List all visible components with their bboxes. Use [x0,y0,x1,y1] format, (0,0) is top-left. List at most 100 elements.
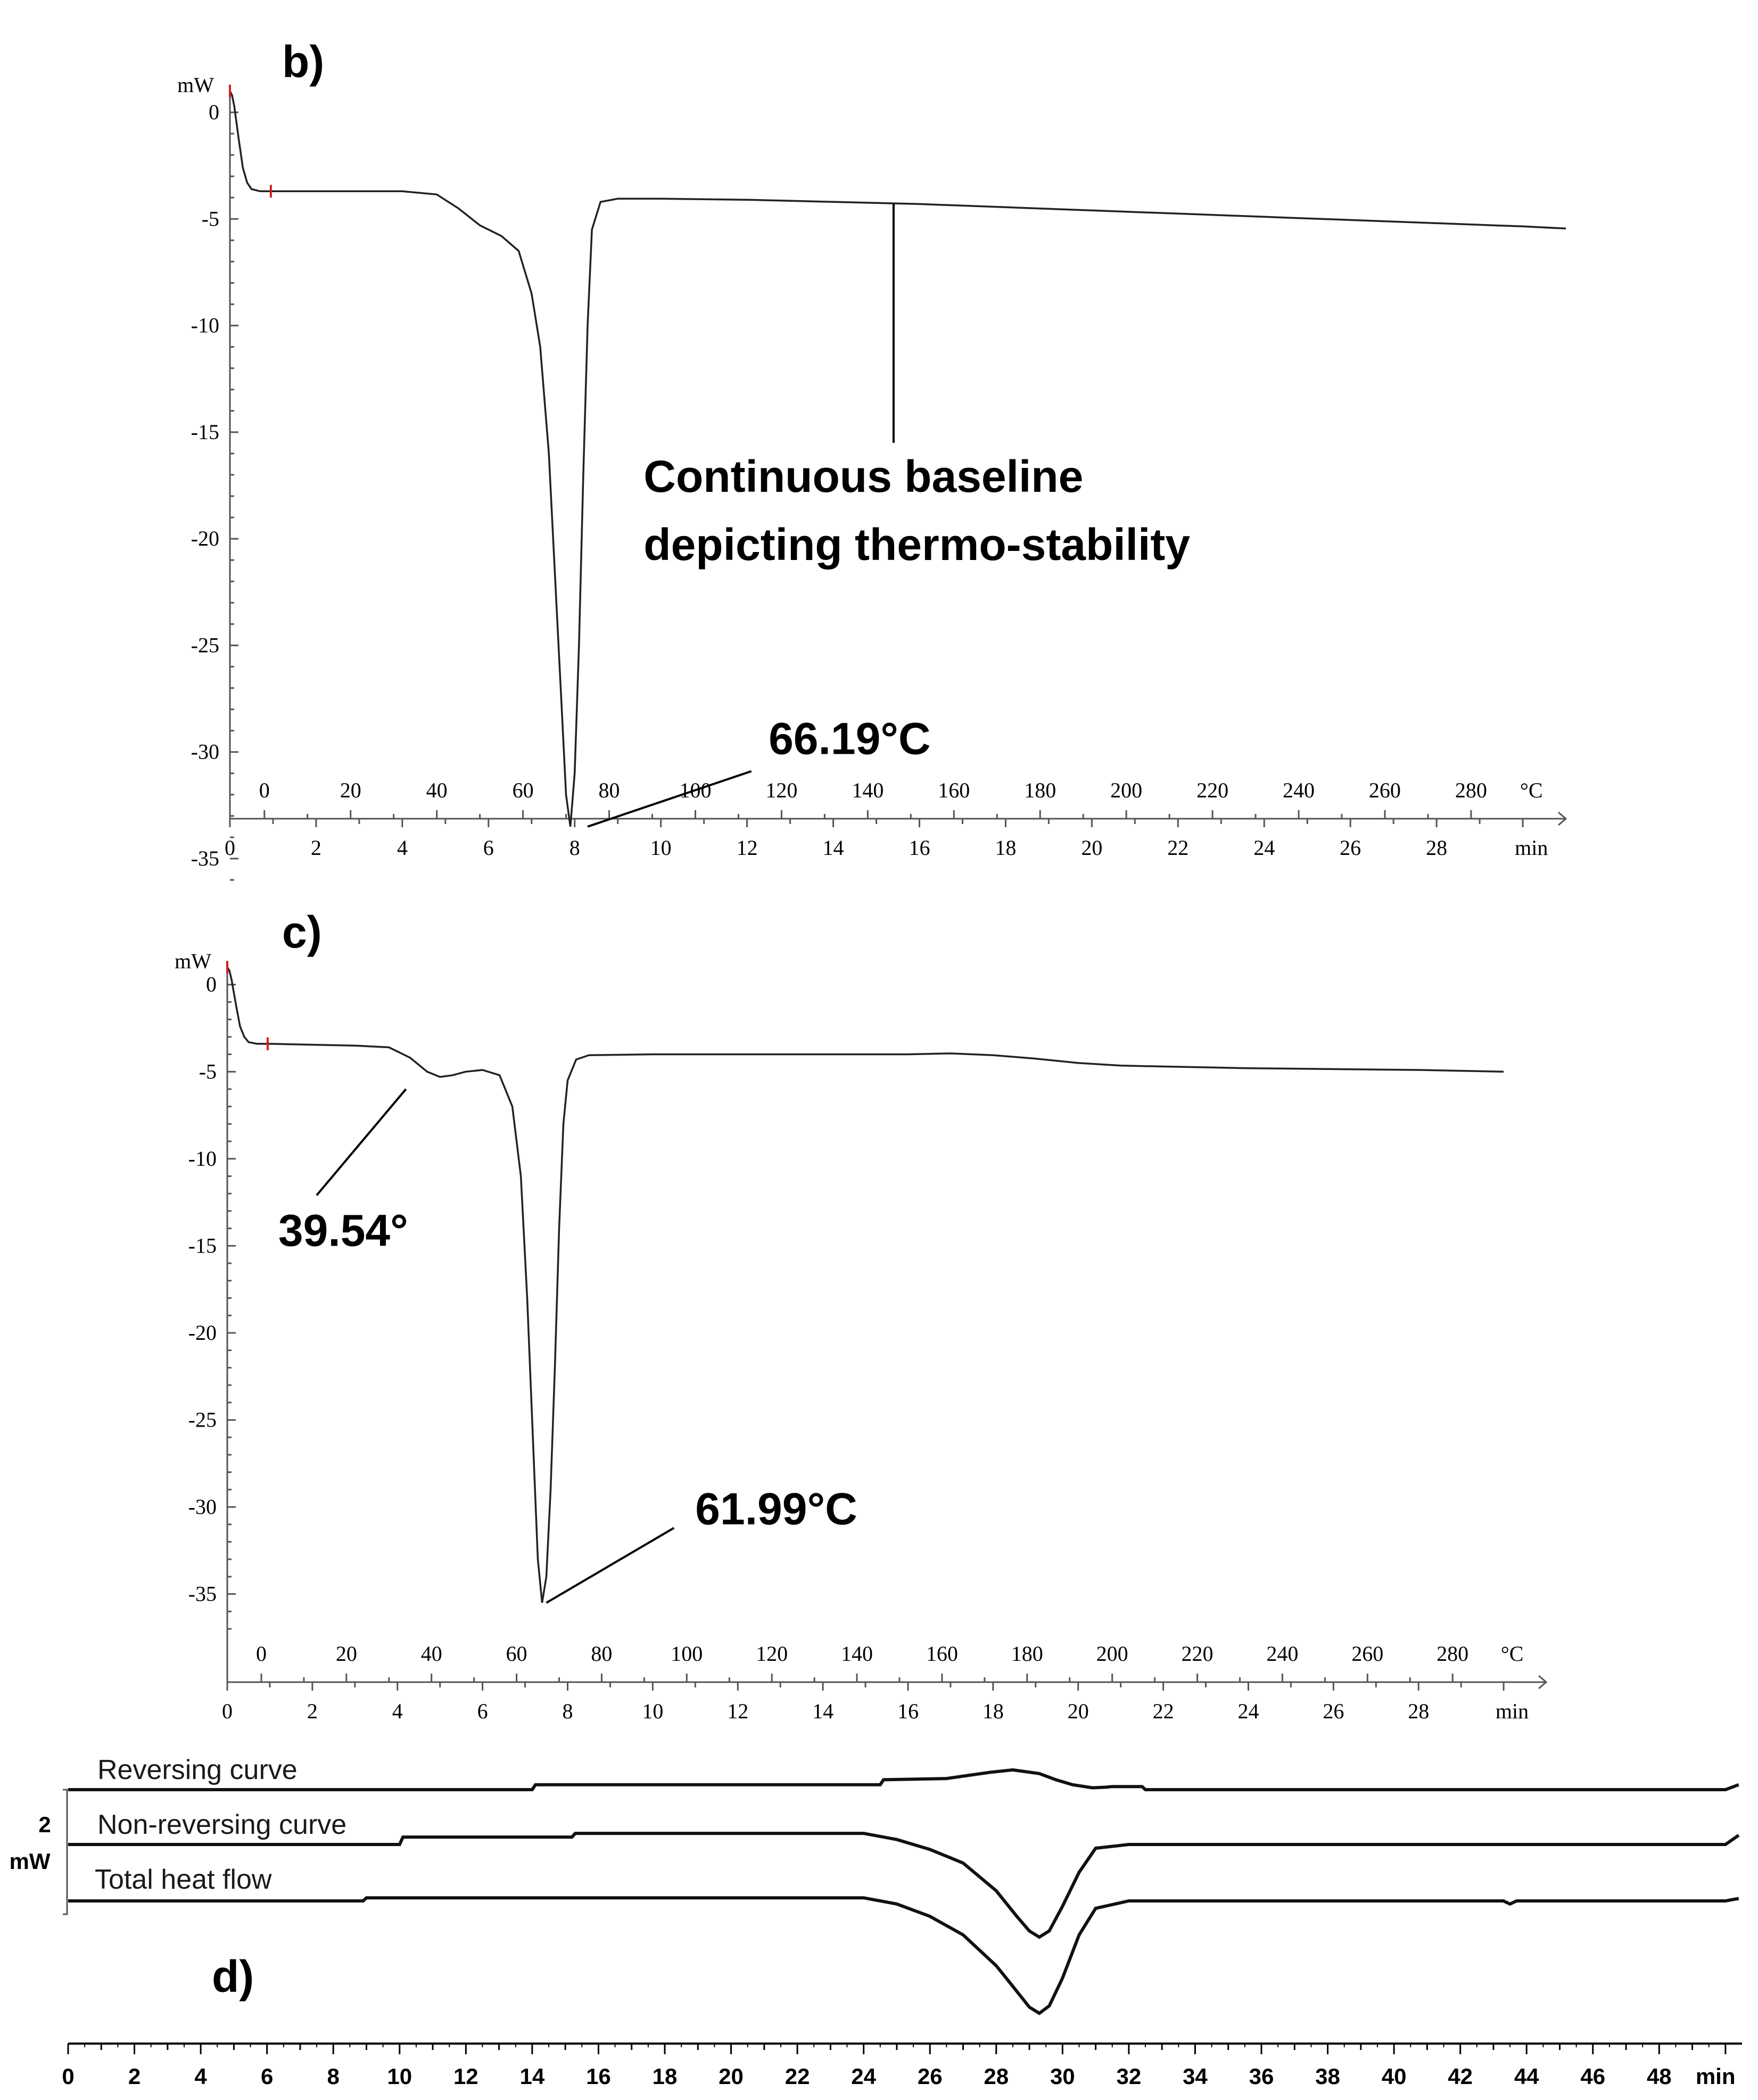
y-tick-label: -25 [188,1407,217,1431]
temp-tick-label: 180 [1024,778,1056,802]
time-tick-label: 32 [1117,2064,1142,2089]
time-tick-label: 48 [1647,2064,1672,2089]
time-tick-label: 20 [719,2064,744,2089]
time-tick-label: 16 [897,1699,919,1723]
time-tick-label: 2 [128,2064,141,2089]
time-tick-label: 4 [194,2064,207,2089]
series-label: Reversing curve [97,1755,298,1785]
temp-unit-label: °C [1501,1642,1524,1666]
time-tick-label: 14 [520,2064,545,2089]
time-tick-label: 26 [1340,836,1361,860]
x-axis-arrow [1558,811,1567,826]
y-tick-label: -10 [191,314,219,337]
temp-tick-label: 40 [426,778,448,802]
temp-tick-label: 180 [1011,1642,1043,1666]
time-tick-label: 24 [1237,1699,1259,1723]
temp-tick-label: 80 [591,1642,612,1666]
thermogram-curve [226,967,1504,1603]
time-tick-label: 12 [737,836,758,860]
shoulder-leader-line [316,1088,407,1196]
series-curve [68,1896,1739,2015]
y-tick-label: -35 [191,846,219,870]
temp-tick-label: 20 [336,1642,357,1666]
time-tick-label: 40 [1382,2064,1407,2089]
time-tick-label: 22 [785,2064,810,2089]
peak-temperature-label: 61.99°C [695,1484,857,1534]
panel-c-chart: mW0-5-10-15-20-25-30-350 2 4 6 8 10 12 14 16 18 20… [175,907,1548,1723]
baseline-annotation-line1: Continuous baseline [643,451,1083,501]
temp-tick-label: 60 [506,1642,527,1666]
temp-tick-label: 160 [938,778,970,802]
time-tick-label: 28 [984,2064,1009,2089]
temp-tick-label: 280 [1455,778,1487,802]
time-tick-label: 8 [570,836,580,860]
temp-tick-label: 100 [671,1642,703,1666]
y-tick-label: 0 [209,100,219,124]
y-tick-label: -30 [191,740,219,764]
y-tick-label: -20 [191,526,219,550]
y-tick-label: -30 [188,1495,217,1519]
time-unit-label: min [1696,2064,1736,2089]
temp-tick-label: 140 [841,1642,873,1666]
time-tick-label: 24 [851,2064,876,2089]
scale-unit-label: mW [10,1849,51,1874]
y-tick-label: -10 [188,1147,217,1171]
y-tick-label: -5 [202,207,219,230]
temp-tick-label: 240 [1266,1642,1298,1666]
time-tick-label: 24 [1253,836,1275,860]
y-tick-label: -15 [191,420,219,444]
time-tick-label: 16 [586,2064,611,2089]
temp-tick-label: 240 [1283,778,1315,802]
time-tick-label: 38 [1315,2064,1340,2089]
scale-value-label: 2 [38,1812,51,1837]
temp-tick-label: 200 [1110,778,1142,802]
panel-label: c) [282,907,322,957]
temp-tick-label: 60 [513,778,534,802]
time-tick-label: 4 [397,836,408,860]
temp-unit-label: °C [1520,778,1543,802]
time-tick-label: 4 [392,1699,403,1723]
time-tick-label: 2 [307,1699,318,1723]
time-tick-label: 14 [823,836,844,860]
time-tick-label: 8 [327,2064,340,2089]
time-tick-label: 26 [918,2064,943,2089]
time-tick-label: 2 [311,836,321,860]
time-tick-label: 44 [1514,2064,1539,2089]
thermogram-curve [229,90,1566,827]
y-unit-label: mW [177,73,214,97]
time-tick-label: 22 [1153,1699,1174,1723]
x-axis-arrow [1538,1675,1548,1690]
time-tick-label: 10 [387,2064,412,2089]
series-label: Total heat flow [95,1864,272,1895]
shoulder-temperature-label: 39.54° [278,1205,408,1255]
series-label: Non-reversing curve [97,1809,346,1840]
y-tick-label: -15 [188,1233,217,1257]
time-tick-label: 0 [62,2064,74,2089]
time-tick-label: 46 [1580,2064,1605,2089]
peak-temperature-label: 66.19°C [769,714,930,764]
temp-tick-label: 260 [1369,778,1401,802]
temp-tick-label: 120 [765,778,797,802]
temp-tick-label: 160 [926,1642,958,1666]
time-tick-label: 28 [1408,1699,1429,1723]
temp-tick-label: 120 [756,1642,788,1666]
time-tick-label: 20 [1068,1699,1089,1723]
panel-d-chart: 2 mW Reversing curve Non-reversing curve Tot… [10,1755,1742,2089]
time-tick-label: 16 [909,836,930,860]
temp-tick-label: 0 [256,1642,267,1666]
time-tick-label: 22 [1167,836,1188,860]
time-tick-label: 8 [562,1699,573,1723]
time-tick-label: 6 [477,1699,488,1723]
temp-tick-label: 20 [340,778,361,802]
y-tick-label: -5 [199,1059,217,1083]
time-tick-label: 0 [222,1699,233,1723]
time-tick-label: 12 [453,2064,478,2089]
temp-tick-label: 40 [421,1642,442,1666]
y-tick-label: -25 [191,633,219,657]
series-curve [68,1832,1740,1939]
temp-tick-label: 220 [1182,1642,1214,1666]
series-curve [68,1768,1739,1791]
time-tick-label: 42 [1448,2064,1473,2089]
panel-b-chart: mW0-5-10-15-20-25-30-35 0 2 4 6 8 10 12 14 16 18 20… [177,37,1567,881]
